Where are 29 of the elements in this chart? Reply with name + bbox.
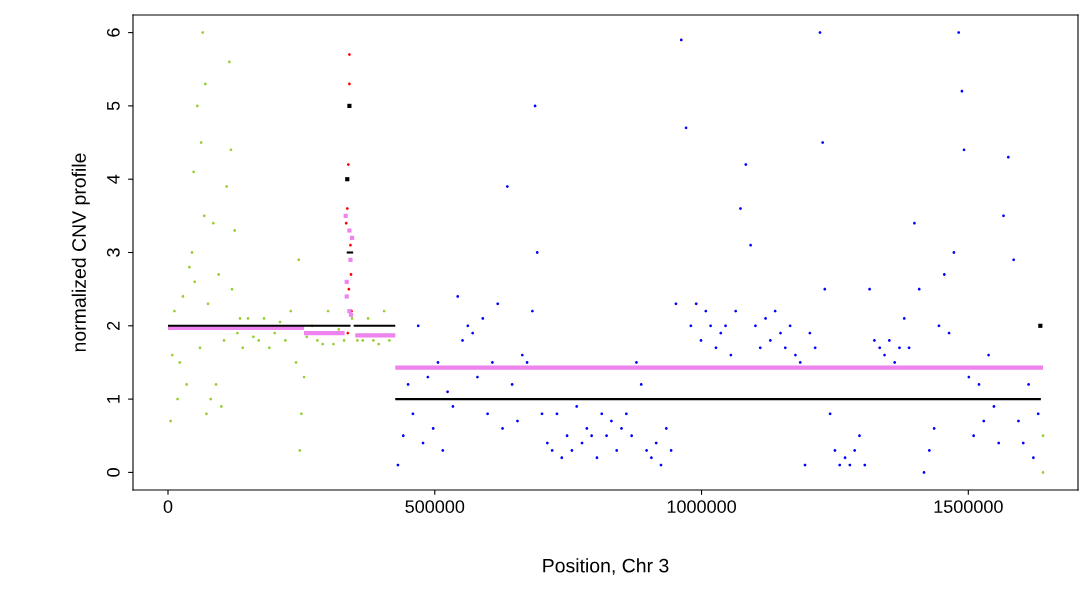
point bbox=[348, 257, 353, 262]
point bbox=[347, 103, 352, 108]
point bbox=[348, 82, 351, 86]
x-tick-label: 1500000 bbox=[934, 500, 1003, 513]
point bbox=[349, 273, 353, 276]
point bbox=[349, 235, 355, 240]
y-tick-label: 3 bbox=[106, 248, 120, 257]
x-tick-label: 1000000 bbox=[667, 500, 736, 513]
point bbox=[348, 312, 354, 317]
point bbox=[345, 207, 349, 210]
point bbox=[344, 279, 349, 284]
y-tick-label: 1 bbox=[107, 394, 120, 403]
point bbox=[349, 243, 352, 247]
point bbox=[346, 163, 350, 166]
x-tick-label: 500000 bbox=[405, 500, 465, 513]
y-tick-label: 5 bbox=[107, 101, 120, 111]
point bbox=[343, 213, 348, 218]
point bbox=[348, 53, 351, 56]
point bbox=[345, 177, 350, 182]
point bbox=[1038, 323, 1043, 328]
x-axis-title: Position, Chr 3 bbox=[543, 558, 669, 575]
y-tick-label: 2 bbox=[106, 321, 120, 330]
point bbox=[347, 228, 352, 233]
point bbox=[344, 294, 349, 299]
y-tick-label: 4 bbox=[107, 174, 120, 184]
x-tick-label: 0 bbox=[163, 500, 173, 513]
y-tick-label: 6 bbox=[106, 28, 120, 37]
y-axis-title: normalized CNV profile bbox=[71, 153, 90, 352]
y-tick-label: 0 bbox=[106, 468, 120, 477]
